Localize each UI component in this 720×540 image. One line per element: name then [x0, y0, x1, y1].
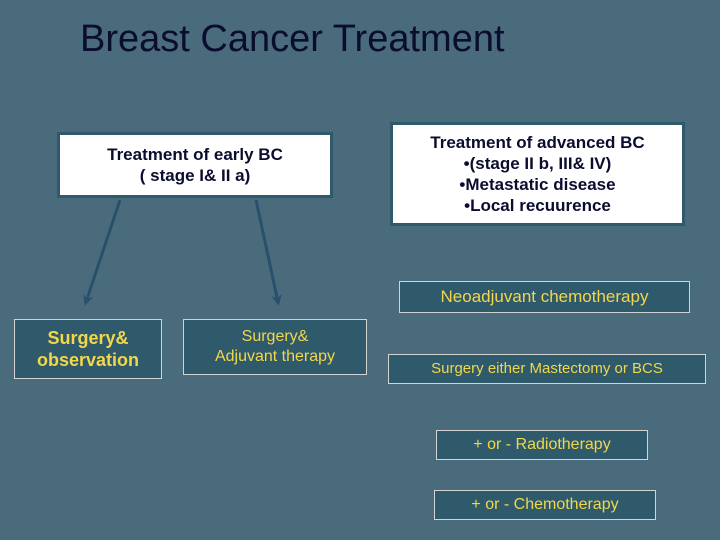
arrows-layer	[0, 0, 720, 540]
arrow	[86, 200, 120, 302]
arrow	[256, 200, 278, 302]
